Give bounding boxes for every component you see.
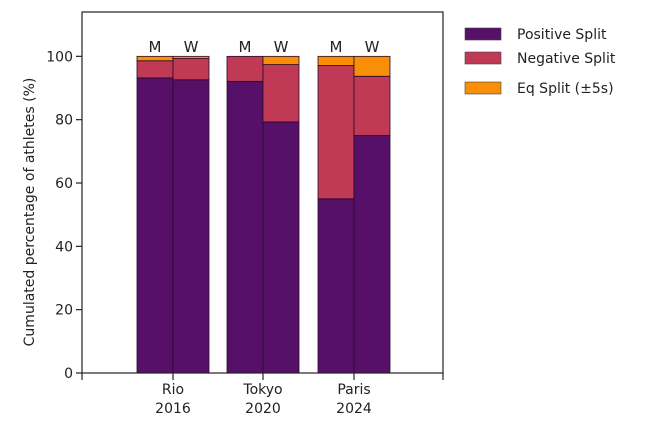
legend-label: Negative Split [517,51,616,67]
y-tick-label: 80 [55,113,73,129]
x-tick-label: 2016 [155,401,191,417]
group-label: M [239,38,252,56]
axes-layer: 0 20 40 60 80 100 Rio 2016 Tokyo 2020 Paris 2024 [46,11,444,417]
y-tick-label: 100 [46,49,73,65]
legend: Positive Split Negative Split Eq Split (±5… [464,27,616,97]
y-axis-label: Cumulated percentage of athletes (%) [22,78,38,347]
bar-segment-positive [172,79,210,374]
bar-segment-positive [136,77,174,374]
x-tick-label: Tokyo [242,382,282,398]
y-tick-label: 60 [55,176,73,192]
bar-segment-negative [226,55,264,82]
bar-segment-negative [262,64,300,123]
legend-label: Positive Split [517,27,607,43]
y-tick-label: 20 [55,303,73,319]
bar-segment-positive [353,135,391,374]
x-tick-label: Rio [162,382,184,398]
x-tick-label: 2024 [336,401,372,417]
group-label: M [330,38,343,56]
legend-label: Eq Split (±5s) [517,81,614,97]
x-tick-label: Paris [337,382,370,398]
legend-swatch [464,51,502,65]
bar-segment-positive [262,121,300,374]
bar-segment-negative [353,75,391,136]
bar-segment-eq [317,55,355,66]
bar-segment-positive [226,80,264,374]
bar-segment-eq [262,55,300,65]
bar-segment-eq [353,55,391,77]
group-label: W [365,38,380,56]
group-label: W [274,38,289,56]
y-tick-label: 40 [55,239,73,255]
bar-segment-negative [136,60,174,79]
bar-segment-negative [172,58,210,81]
legend-swatch [464,27,502,41]
bar-segment-negative [317,65,355,200]
bar-segment-eq [172,55,210,59]
bar-segment-positive [317,198,355,374]
x-tick-label: 2020 [245,401,281,417]
group-label: W [184,38,199,56]
legend-swatch [464,81,502,95]
bar-segment-eq [136,55,174,62]
y-tick-label: 0 [64,366,73,382]
group-label: M [149,38,162,56]
